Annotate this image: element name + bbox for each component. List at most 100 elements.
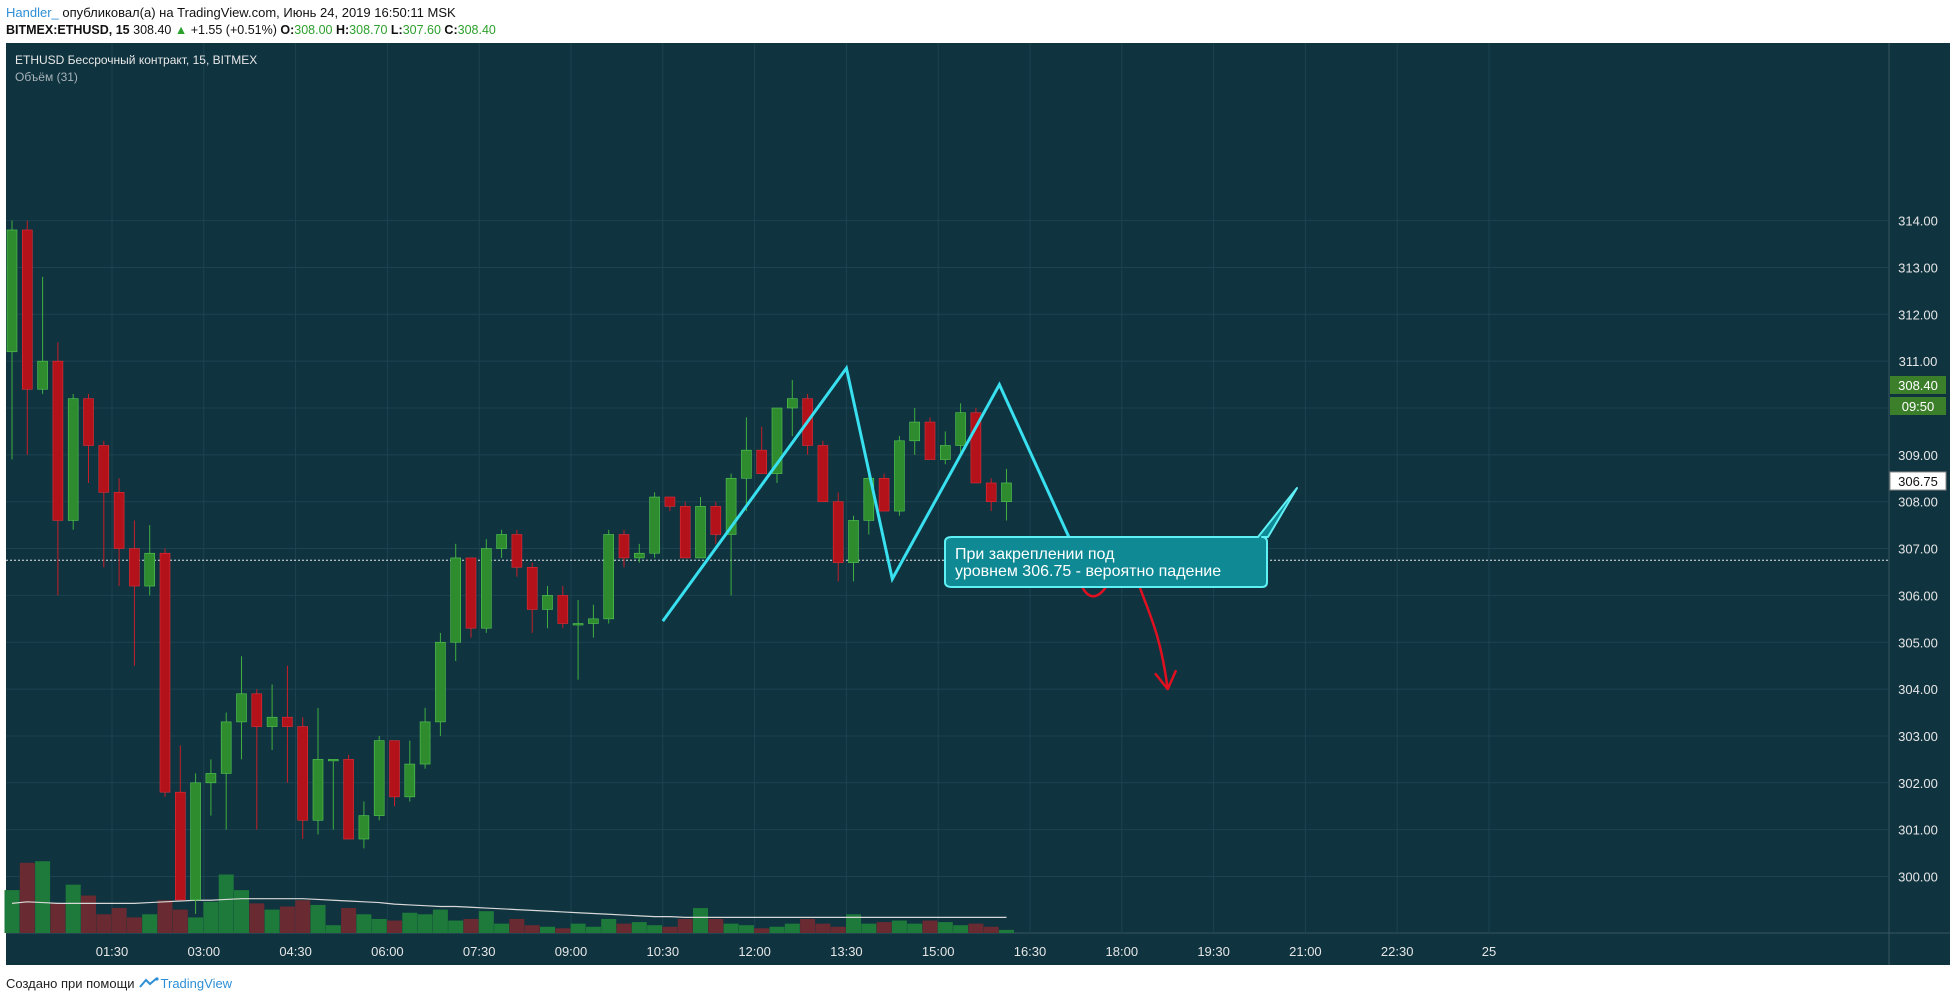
callout-text-line1: При закреплении под bbox=[955, 546, 1115, 563]
high-label: H: bbox=[335, 23, 350, 37]
annotation-callout[interactable]: При закреплении под уровнем 306.75 - вер… bbox=[944, 487, 1298, 588]
volume-bar bbox=[647, 925, 663, 933]
candle-down bbox=[389, 740, 400, 798]
candle-down bbox=[175, 791, 186, 901]
volume-bar bbox=[19, 862, 35, 933]
candle-up bbox=[450, 557, 462, 643]
hline-tag-text: 306.75 bbox=[1898, 474, 1938, 489]
candle-up bbox=[894, 440, 905, 512]
volume-bars bbox=[4, 861, 1014, 933]
time-tick-label: 03:00 bbox=[188, 944, 221, 959]
close-value: 308.40 bbox=[457, 23, 496, 37]
volume-bar bbox=[784, 923, 800, 933]
volume-bar bbox=[417, 914, 433, 933]
price-tick-label: 314.00 bbox=[1898, 214, 1938, 229]
candle-up bbox=[771, 407, 783, 474]
candle-up bbox=[419, 721, 431, 765]
volume-bar bbox=[157, 900, 173, 933]
time-tick-label: 18:00 bbox=[1106, 944, 1139, 959]
candle-up bbox=[327, 759, 339, 762]
high-value: 308.70 bbox=[349, 23, 388, 37]
volume-bar bbox=[341, 908, 357, 933]
callout-text-line2: уровнем 306.75 - вероятно падение bbox=[955, 563, 1221, 580]
candle-up bbox=[588, 618, 599, 624]
time-tick-label: 12:00 bbox=[738, 944, 771, 959]
candle-down bbox=[251, 693, 263, 727]
volume-bar bbox=[463, 918, 479, 933]
volume-bar bbox=[188, 917, 204, 933]
candle-up bbox=[603, 534, 615, 620]
volume-bar bbox=[585, 926, 601, 933]
price-axis[interactable]: 314.00313.00312.00311.00310.00309.00308.… bbox=[1898, 214, 1938, 885]
candle-up bbox=[725, 477, 737, 535]
time-tick-label: 25 bbox=[1482, 944, 1496, 959]
candle-down bbox=[679, 506, 691, 559]
volume-bar bbox=[310, 904, 326, 933]
last-price: 308.40 bbox=[133, 23, 172, 37]
volume-bar bbox=[234, 890, 249, 933]
candle-up bbox=[695, 506, 706, 559]
volume-bar bbox=[295, 900, 311, 933]
open-label: O: bbox=[280, 23, 295, 37]
candle-up bbox=[939, 445, 951, 460]
candle-up bbox=[496, 534, 507, 549]
volume-bar bbox=[922, 920, 938, 933]
low-value: 307.60 bbox=[402, 23, 441, 37]
volume-bar bbox=[723, 923, 739, 933]
candle-up bbox=[480, 548, 492, 629]
volume-legend[interactable]: Объём (31) bbox=[15, 70, 78, 84]
created-with-text: Создано при помощи bbox=[6, 976, 135, 991]
author-link[interactable]: Handler_ bbox=[6, 5, 59, 20]
candle-down bbox=[664, 496, 676, 507]
candle-down bbox=[511, 534, 523, 568]
candle-down bbox=[756, 449, 768, 474]
volume-bar bbox=[325, 925, 341, 933]
volume-bar bbox=[800, 918, 816, 933]
time-axis[interactable]: 01:30 03:00 04:30 06:00 07:30 09:00 10:30 12:00… bbox=[96, 944, 1497, 959]
volume-bar bbox=[279, 906, 295, 933]
countdown-tag-box bbox=[1890, 397, 1946, 415]
double-top-pattern-line[interactable] bbox=[661, 364, 1093, 623]
candle-up bbox=[37, 360, 48, 390]
price-tick-label: 311.00 bbox=[1899, 354, 1938, 369]
volume-bar bbox=[846, 914, 861, 933]
volume-bar bbox=[264, 909, 280, 933]
candle-up bbox=[373, 740, 385, 816]
candle-down bbox=[618, 534, 630, 559]
candle-up bbox=[190, 782, 201, 901]
volume-bar bbox=[555, 928, 571, 933]
up-arrow-icon: ▲ bbox=[174, 23, 188, 37]
last-price-tag: 308.40 09:50 bbox=[1890, 376, 1946, 415]
price-tick-label: 306.00 bbox=[1898, 588, 1938, 603]
candle-down bbox=[21, 229, 33, 390]
candle-down bbox=[83, 398, 94, 446]
instrument-legend[interactable]: ETHUSD Бессрочный контракт, 15, BITMEX bbox=[15, 53, 257, 67]
candle-down bbox=[924, 421, 936, 460]
callout-bubble bbox=[944, 487, 1298, 588]
tradingview-link[interactable]: TradingView bbox=[160, 976, 233, 991]
time-tick-label: 10:30 bbox=[647, 944, 680, 959]
candle-up bbox=[435, 641, 446, 723]
candle-down bbox=[52, 360, 64, 521]
volume-bar bbox=[937, 922, 953, 933]
candle-down bbox=[817, 445, 829, 503]
candle-down bbox=[832, 501, 844, 563]
candle-up bbox=[236, 693, 247, 723]
volume-bar bbox=[524, 925, 540, 933]
time-tick-label: 01:30 bbox=[96, 944, 129, 959]
hline-tag-box bbox=[1889, 471, 1947, 491]
published-info: опубликовал(а) на TradingView.com, Июнь … bbox=[58, 5, 456, 20]
volume-bar bbox=[861, 923, 877, 933]
candlesticks bbox=[6, 220, 1012, 914]
volume-bar bbox=[172, 909, 188, 933]
volume-bar bbox=[126, 917, 142, 933]
volume-bar bbox=[693, 908, 708, 933]
volume-bar bbox=[4, 890, 20, 933]
open-value: 308.00 bbox=[294, 23, 333, 37]
volume-bar bbox=[218, 874, 234, 933]
candle-up bbox=[848, 520, 859, 563]
volume-bar bbox=[708, 918, 724, 933]
candle-up bbox=[1001, 482, 1012, 502]
price-axis-background bbox=[1889, 43, 1950, 965]
